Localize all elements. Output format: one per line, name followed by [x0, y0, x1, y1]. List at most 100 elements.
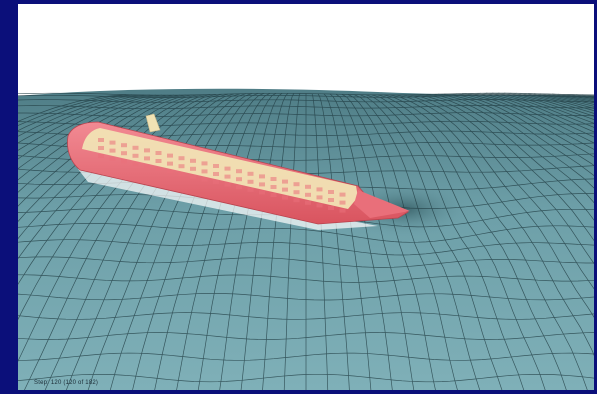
- ship-window: [293, 182, 300, 187]
- mesh-column-line: [437, 93, 594, 177]
- simulation-viewport[interactable]: Step: 120 (120 of 182): [18, 4, 594, 390]
- ship-funnel: [145, 113, 161, 133]
- ship-window: [213, 180, 219, 184]
- ship-window: [270, 193, 277, 197]
- ship-window: [270, 185, 277, 189]
- ship-window: [144, 164, 150, 169]
- ship-window: [201, 177, 208, 182]
- ship-bow: [354, 190, 410, 218]
- ship-window: [236, 177, 242, 182]
- ship-window: [98, 146, 104, 150]
- wave-simulation-render: [18, 88, 594, 390]
- mesh-column-line: [383, 94, 588, 390]
- ship-window: [98, 138, 104, 142]
- ship-window: [109, 140, 116, 145]
- ship-windows: [98, 138, 346, 213]
- ship-window: [144, 156, 150, 161]
- mesh-column-line: [18, 94, 175, 181]
- ship-window: [155, 151, 162, 155]
- mesh-column-line: [449, 93, 594, 158]
- mesh-column-line: [497, 92, 594, 117]
- ship-window: [247, 187, 254, 192]
- ship-window: [259, 174, 265, 179]
- ship-window: [282, 187, 288, 192]
- mesh-column-line: [18, 94, 169, 170]
- ship-window: [259, 190, 265, 195]
- ship-window: [328, 198, 334, 202]
- ship-window: [270, 177, 277, 181]
- mesh-column-line: [18, 94, 127, 122]
- mesh-column-line: [401, 94, 594, 290]
- ship-window: [293, 190, 300, 195]
- ship-window: [167, 169, 173, 174]
- mesh-column-line: [359, 94, 503, 390]
- mesh-column-line: [18, 94, 181, 193]
- mesh-column-line: [467, 93, 594, 138]
- ship-window: [213, 164, 219, 168]
- ship-window: [316, 203, 323, 208]
- mesh-column-line: [18, 94, 205, 260]
- mesh-column-line: [425, 94, 594, 204]
- mesh-column-line: [347, 94, 458, 390]
- ship-window: [328, 206, 334, 210]
- mesh-column-line: [479, 92, 594, 128]
- mesh-column-line: [395, 94, 594, 318]
- mesh-column-line: [473, 92, 594, 133]
- ship-window: [339, 200, 346, 205]
- mesh-column-line: [371, 94, 546, 390]
- ship-window: [328, 190, 334, 194]
- ship-window: [132, 145, 139, 150]
- mesh-column-line: [18, 94, 193, 222]
- ship-window: [316, 187, 323, 192]
- ship-window: [155, 167, 162, 171]
- ship-window: [132, 161, 139, 166]
- ship-window: [339, 192, 346, 197]
- mesh-column-line: [407, 94, 594, 265]
- ship-window: [121, 151, 127, 156]
- mesh-column-line: [443, 93, 594, 166]
- mesh-column-line: [419, 94, 594, 221]
- ship-window: [259, 182, 265, 187]
- ship-model: [67, 113, 410, 230]
- ship-window: [98, 154, 104, 158]
- mesh-column-line: [18, 94, 145, 137]
- mesh-column-line: [431, 93, 594, 189]
- mesh-column-line: [491, 92, 594, 120]
- ship-window: [224, 166, 231, 171]
- ship-window: [282, 179, 288, 184]
- mesh-column-line: [485, 92, 594, 124]
- mesh-column-line: [24, 93, 229, 390]
- ship-window: [224, 174, 231, 179]
- mesh-column-line: [389, 94, 594, 357]
- mesh-column-line: [365, 94, 525, 390]
- ship-window: [190, 174, 196, 179]
- mesh-column-line: [18, 94, 151, 144]
- mesh-column-line: [18, 94, 133, 126]
- ship-window: [293, 198, 300, 203]
- mesh-column-line: [455, 93, 594, 150]
- ship-window: [224, 182, 231, 187]
- ship-window: [144, 148, 150, 153]
- ship-window: [190, 166, 196, 171]
- ship-window: [236, 185, 242, 190]
- mesh-column-line: [503, 92, 594, 114]
- ship-window: [132, 153, 139, 158]
- mesh-column-line: [18, 94, 139, 132]
- ship-window: [167, 153, 173, 158]
- ship-window: [167, 161, 173, 166]
- ship-window: [236, 169, 242, 174]
- mesh-column-line: [18, 94, 217, 320]
- ship-window: [178, 164, 185, 169]
- mesh-column-line: [18, 94, 163, 160]
- mesh-column-line: [377, 94, 567, 390]
- ship-window: [213, 172, 219, 176]
- ship-window: [305, 192, 311, 197]
- ship-deck: [82, 128, 358, 209]
- mesh-column-line: [353, 94, 481, 390]
- ship-window: [316, 195, 323, 200]
- ship-window: [201, 169, 208, 174]
- simulation-step-status: Step: 120 (120 of 182): [34, 380, 99, 386]
- ship-window: [247, 171, 254, 176]
- ship-window: [121, 159, 127, 164]
